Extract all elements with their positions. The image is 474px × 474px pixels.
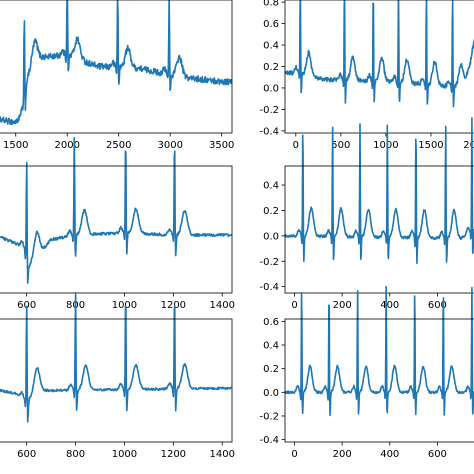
- ecg-panel-bottom-left: 600 800 1000 1200 1400: [0, 292, 235, 460]
- x-tick-label: 1000: [373, 140, 398, 151]
- x-tick-label: 1400: [209, 449, 234, 460]
- x-tick-label: 3000: [157, 140, 182, 151]
- ecg-panel-top-left: 1500 2000 2500 3000 3500: [0, 0, 234, 151]
- ecg-panel-bottom-right: 0200400600800-0.4-0.20.00.20.40.6: [259, 285, 474, 460]
- y-tick-label: 0.6: [263, 317, 279, 328]
- x-tick-label: 600: [17, 449, 36, 460]
- ecg-series-line: [0, 0, 233, 126]
- ecg-series-line: [0, 292, 233, 423]
- x-tick-label: 400: [380, 300, 399, 311]
- y-tick-label: -0.4: [259, 282, 279, 293]
- ecg-series-line: [284, 285, 474, 417]
- x-tick-label: 2000: [463, 140, 474, 151]
- x-tick-label: 2000: [55, 140, 80, 151]
- y-tick-label: -0.2: [259, 257, 279, 268]
- axes-frame: [284, 318, 474, 443]
- y-tick-label: 0.4: [263, 341, 279, 352]
- axes-frame: [284, 165, 474, 294]
- y-tick-label: 0.0: [263, 388, 279, 399]
- ecg-panel-top-right: 0 500 1000 1500 2000 -0.4 -0.2 0.0 0.2 0.4 0.6 0.8: [259, 0, 474, 151]
- x-tick-label: 1500: [418, 140, 443, 151]
- y-tick-label: -0.2: [259, 411, 279, 422]
- x-tick-label: 200: [333, 300, 352, 311]
- y-tick-label: -0.4: [259, 126, 279, 137]
- x-tick-label: 600: [428, 449, 447, 460]
- y-tick-label: 0.2: [263, 364, 279, 375]
- x-tick-label: 0: [291, 300, 297, 311]
- y-tick-label: -0.4: [259, 435, 279, 446]
- x-tick-label: 400: [380, 449, 399, 460]
- x-tick-label: 0: [293, 140, 299, 151]
- x-tick-label: 500: [331, 140, 350, 151]
- axes-frame: [0, 318, 233, 443]
- ecg-series-line: [284, 117, 474, 265]
- axes-frame: [0, 0, 233, 134]
- x-tick-label: 600: [17, 300, 36, 311]
- y-tick-label: 0.6: [263, 19, 279, 30]
- y-tick-label: 0.2: [263, 206, 279, 217]
- y-tick-label: 0.4: [263, 41, 279, 52]
- x-tick-label: 1500: [3, 140, 28, 151]
- ecg-panel-middle-left: 600 800 1000 1200 1400: [0, 136, 235, 311]
- x-tick-label: 600: [428, 300, 447, 311]
- ecg-series-line: [284, 0, 474, 108]
- x-tick-label: 1200: [161, 449, 186, 460]
- y-tick-label: 0.0: [263, 83, 279, 94]
- y-tick-label: 0.4: [263, 181, 279, 192]
- y-tick-label: 0.8: [263, 0, 279, 9]
- ecg-panel-middle-right: 0200400600800-0.4-0.20.00.20.4: [259, 117, 474, 311]
- x-tick-label: 3500: [209, 140, 234, 151]
- x-tick-label: 0: [291, 449, 297, 460]
- x-tick-label: 800: [66, 449, 85, 460]
- x-tick-label: 1400: [209, 300, 234, 311]
- axes-frame: [0, 165, 233, 294]
- x-tick-label: 200: [333, 449, 352, 460]
- x-tick-label: 1000: [112, 449, 137, 460]
- y-tick-label: 0.0: [263, 231, 279, 242]
- x-tick-label: 1000: [112, 300, 137, 311]
- x-tick-label: 1200: [161, 300, 186, 311]
- ecg-series-line: [0, 136, 233, 284]
- y-tick-label: 0.2: [263, 62, 279, 73]
- x-tick-label: 2500: [106, 140, 131, 151]
- y-tick-label: -0.2: [259, 105, 279, 116]
